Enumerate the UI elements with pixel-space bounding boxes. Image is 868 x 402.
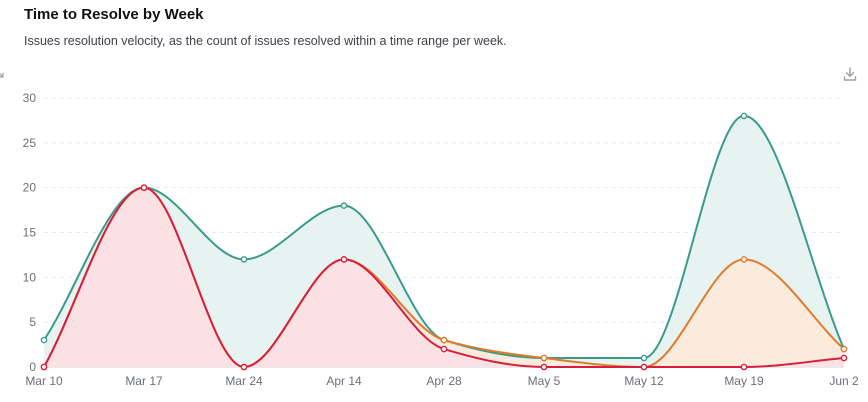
x-tick-label: May 5: [528, 374, 561, 388]
chart-subtitle: Issues resolution velocity, as the count…: [24, 34, 507, 48]
y-tick-label: 5: [29, 315, 36, 329]
data-point[interactable]: [440, 336, 448, 344]
y-tick-label: 25: [23, 136, 37, 150]
data-point[interactable]: [340, 202, 348, 209]
data-point[interactable]: [240, 363, 248, 371]
data-point[interactable]: [40, 336, 48, 344]
data-point[interactable]: [40, 363, 48, 371]
collapse-icon[interactable]: [0, 68, 6, 84]
series-fills: [44, 115, 844, 367]
data-point[interactable]: [440, 345, 448, 353]
data-point[interactable]: [240, 256, 248, 263]
data-point[interactable]: [640, 354, 648, 362]
x-tick-label: May 12: [624, 374, 664, 388]
data-point[interactable]: [740, 112, 748, 120]
x-axis: Mar 10 Mar 17 Mar 24 Apr 14 Apr 28 May 5 May 1…: [25, 374, 859, 388]
data-point[interactable]: [640, 363, 648, 371]
data-point[interactable]: [740, 256, 748, 263]
data-point[interactable]: [540, 363, 548, 371]
series-area-1: [44, 115, 844, 367]
x-tick-label: Jun 2: [829, 374, 859, 388]
series-area-3: [44, 187, 844, 367]
data-point[interactable]: [540, 354, 548, 362]
y-tick-label: 30: [23, 91, 37, 105]
series-points: [40, 112, 848, 371]
x-tick-label: Mar 17: [125, 374, 163, 388]
data-point[interactable]: [740, 363, 748, 371]
x-tick-label: May 19: [724, 374, 764, 388]
download-icon[interactable]: [842, 66, 858, 82]
data-point[interactable]: [840, 345, 848, 353]
x-tick-label: Mar 24: [225, 374, 263, 388]
x-tick-label: Apr 14: [326, 374, 362, 388]
data-point[interactable]: [140, 184, 148, 191]
data-point[interactable]: [840, 354, 848, 362]
chart-title: Time to Resolve by Week: [24, 6, 204, 23]
series-line-3[interactable]: [43, 186, 845, 369]
x-tick-label: Mar 10: [25, 374, 63, 388]
y-axis: 0 5 10 15 20 25 30: [23, 91, 37, 374]
y-tick-label: 20: [23, 181, 37, 195]
y-tick-label: 15: [23, 226, 37, 240]
x-tick-label: Apr 28: [426, 374, 462, 388]
y-tick-label: 10: [23, 270, 37, 284]
y-tick-label: 0: [29, 360, 36, 374]
data-point[interactable]: [340, 256, 348, 263]
